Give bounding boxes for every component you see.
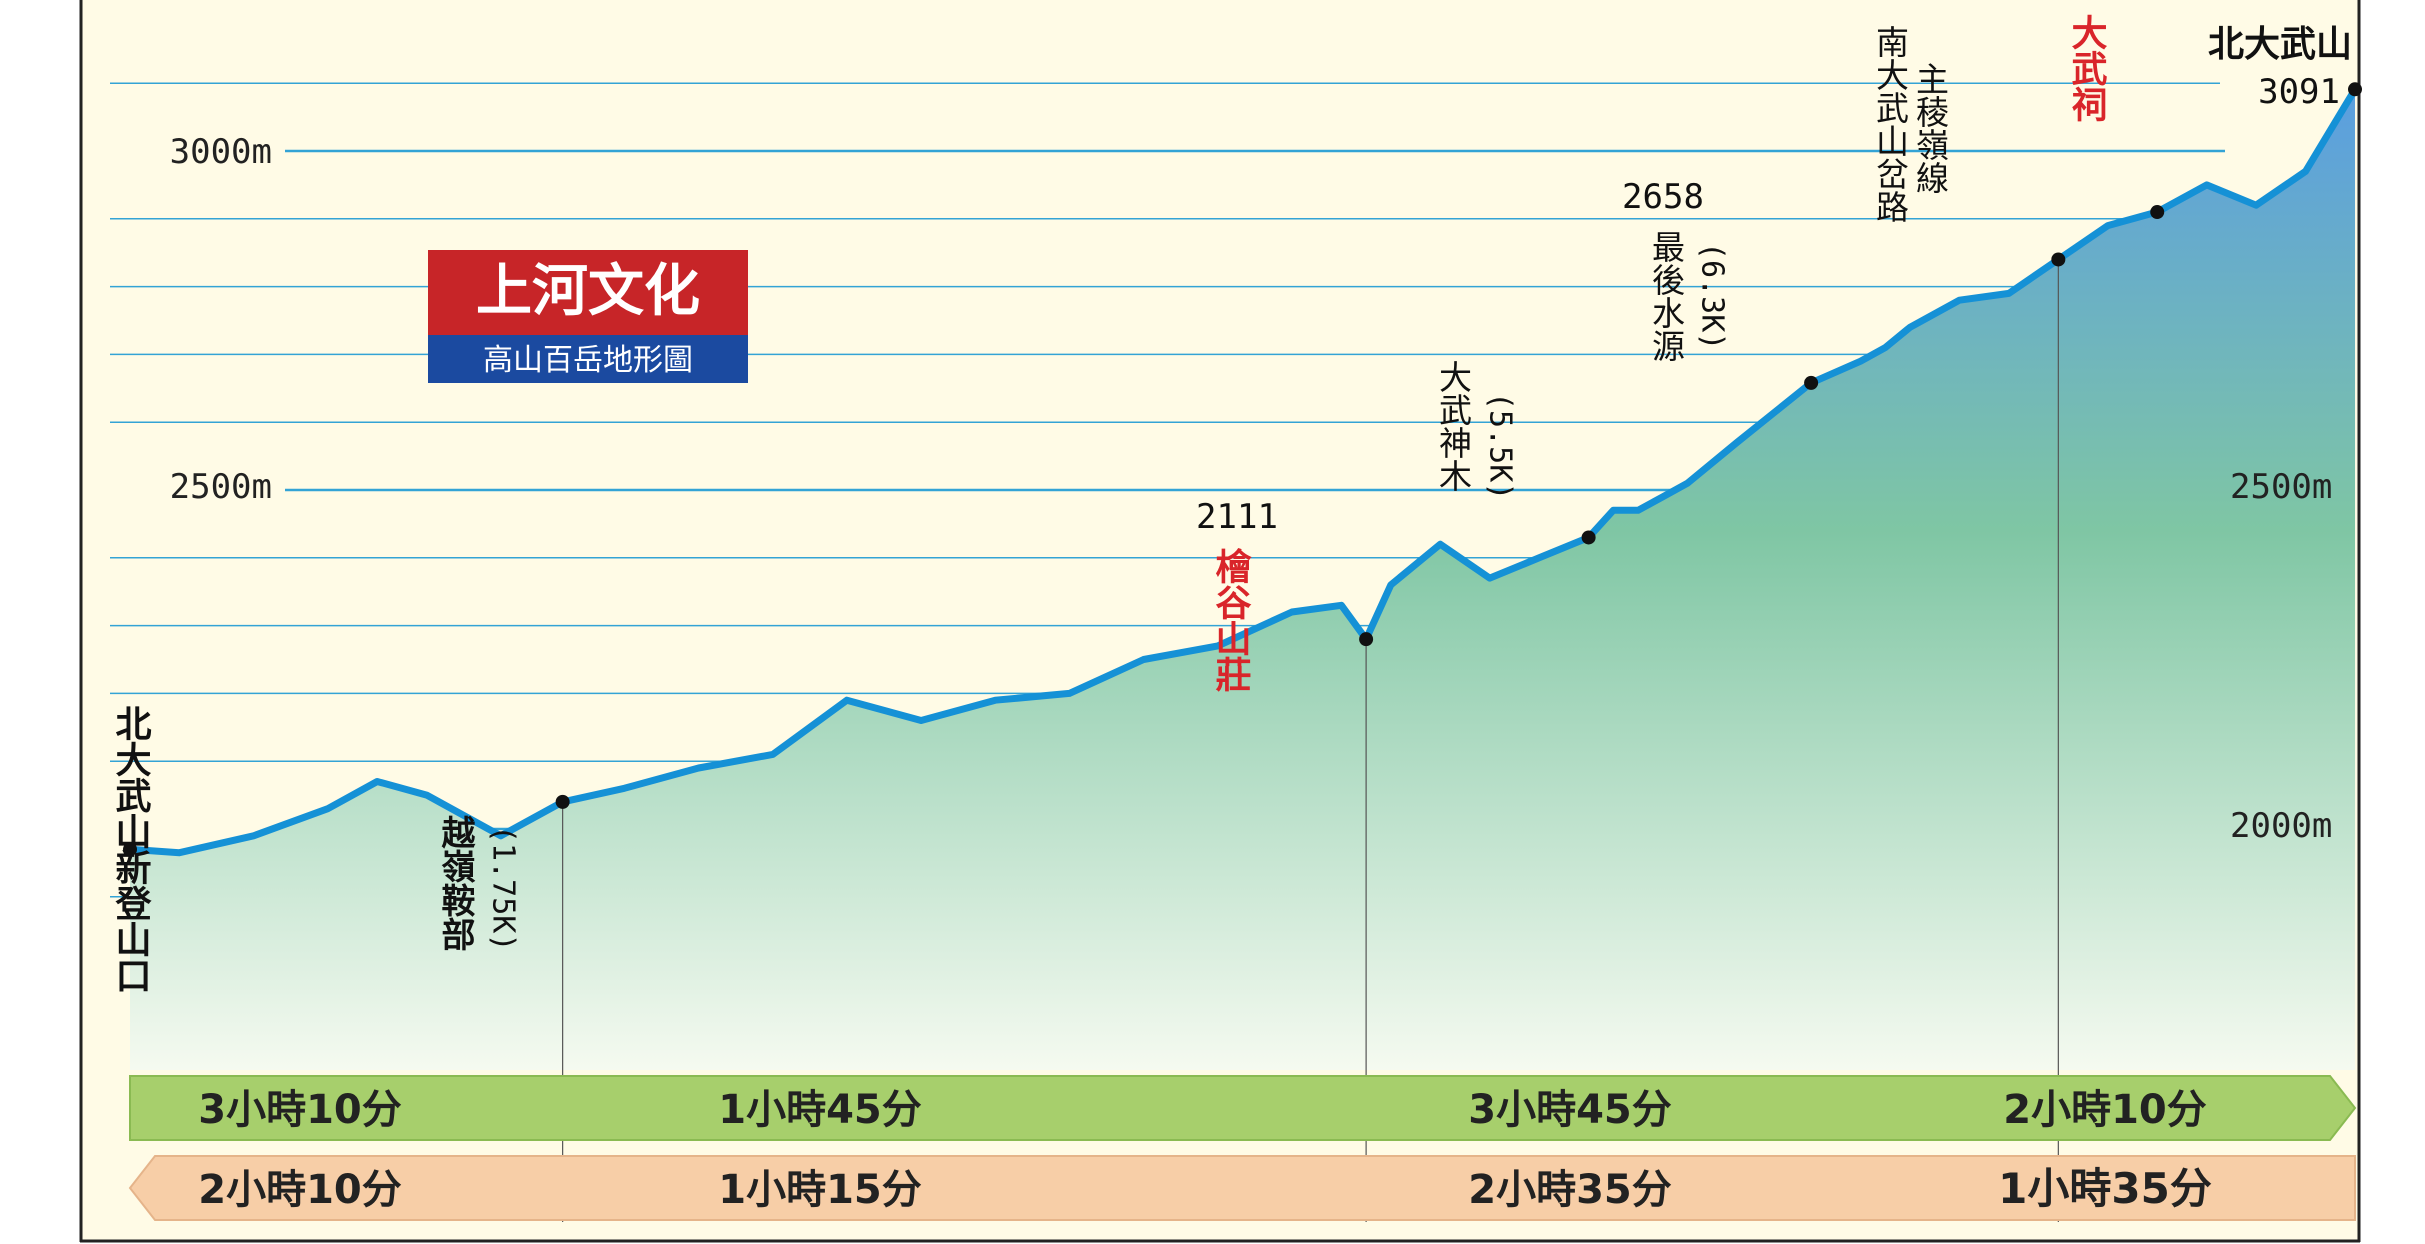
elevation-fill [130, 89, 2355, 1071]
return-time-3: 1小時35分 [1998, 1164, 2212, 1213]
marker-water-source [1804, 375, 1819, 390]
publisher-logo: 上河文化 高山百岳地形圖 [428, 250, 748, 383]
logo-blue-block [428, 335, 748, 383]
y-tick-label-3000-left: 3000m [170, 132, 272, 172]
forward-bar-arrow [129, 1075, 2357, 1141]
logo-subtitle: 高山百岳地形圖 [483, 343, 693, 378]
return-time-bar: 2小時10分 1小時15分 2小時35分 1小時35分 [128, 1155, 2356, 1221]
label-saddle-km: (1.75K) [486, 825, 521, 951]
marker-south-junction [2051, 252, 2066, 267]
marker-shrine [2150, 205, 2165, 220]
forward-time-3: 2小時10分 [2003, 1087, 2207, 1133]
label-3091: 3091 [2258, 72, 2340, 112]
return-time-2: 2小時35分 [1468, 1167, 1672, 1213]
y-tick-label-2000-right: 2000m [2230, 806, 2332, 846]
label-2111: 2111 [1196, 497, 1278, 537]
elevation-area [129, 87, 2358, 1071]
label-water-source-km: (6.3K) [1695, 242, 1730, 350]
waypoint-markers [123, 82, 2362, 857]
y-axis-labels: 3000m 2500m 2500m 2000m [170, 132, 2333, 846]
return-bar-arrow [128, 1155, 2356, 1221]
label-sacred-tree-km: (5.5K) [1483, 392, 1518, 500]
marker-sacred-tree [1581, 530, 1596, 545]
forward-time-2: 3小時45分 [1468, 1087, 1672, 1133]
marker-trailhead [123, 842, 137, 857]
forward-time-1: 1小時45分 [718, 1087, 922, 1133]
label-summit-name: 北大武山 [2208, 24, 2352, 65]
marker-summit [2348, 82, 2362, 97]
y-tick-label-2500-left: 2500m [170, 467, 272, 507]
elevation-line [129, 87, 2358, 857]
label-south-junction: 南大武山岔路 [1871, 25, 1910, 223]
label-shrine: 大武祠 [2066, 14, 2108, 122]
y-tick-label-2500-right: 2500m [2230, 467, 2332, 507]
marker-saddle [555, 794, 570, 809]
label-saddle: 越嶺鞍部 [435, 815, 475, 951]
marker-cabin [1359, 632, 1374, 647]
return-time-0: 2小時10分 [198, 1167, 402, 1213]
label-ridge-line: 主稜嶺線 [1911, 62, 1950, 194]
forward-time-0: 3小時10分 [198, 1087, 402, 1133]
label-sacred-tree: 大武神木 [1434, 360, 1473, 492]
forward-time-bar: 3小時10分 1小時45分 3小時45分 2小時10分 [129, 1075, 2357, 1141]
label-cabin: 檜谷山莊 [1210, 547, 1252, 692]
logo-red-block [428, 250, 748, 335]
label-water-source: 最後水源 [1647, 230, 1686, 362]
logo-title: 上河文化 [476, 258, 700, 324]
return-time-1: 1小時15分 [718, 1167, 922, 1213]
point-labels: 北大武山新登山口 越嶺鞍部 (1.75K) 2111 檜谷山莊 大武神木 (5.… [110, 14, 2353, 993]
label-2658: 2658 [1622, 177, 1704, 217]
